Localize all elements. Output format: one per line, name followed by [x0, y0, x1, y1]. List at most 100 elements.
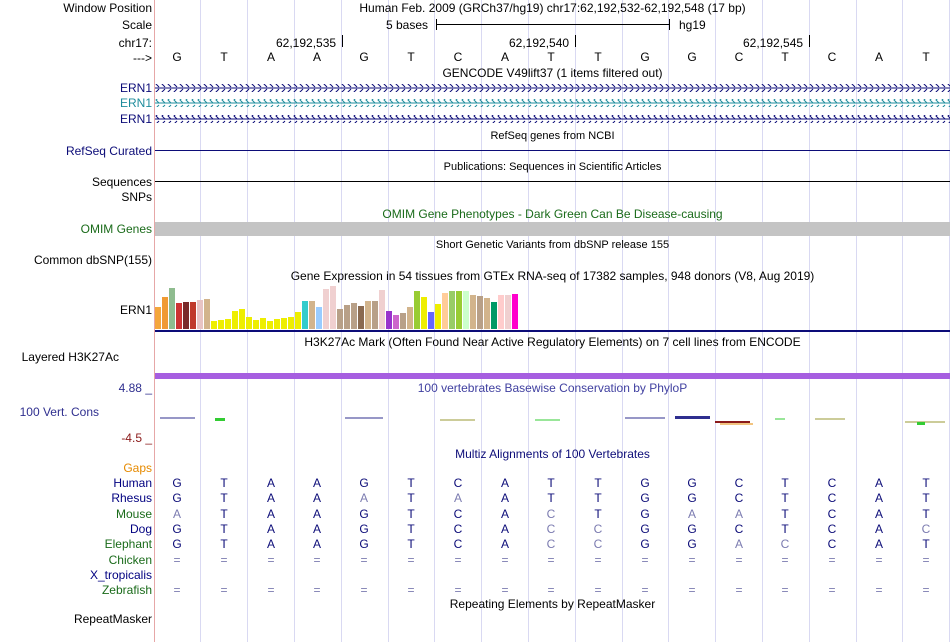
species-label[interactable]: Dog — [129, 522, 152, 536]
species-label[interactable]: Human — [113, 476, 152, 490]
gtex-tissue-bar[interactable] — [260, 318, 266, 329]
species-label[interactable]: X_tropicalis — [89, 568, 152, 582]
gtex-tissue-bar[interactable] — [512, 294, 518, 329]
gtex-tissue-bar[interactable] — [239, 309, 245, 329]
alignment-base: C — [453, 507, 463, 521]
gtex-tissue-bar[interactable] — [267, 321, 273, 329]
gtex-tissue-bar[interactable] — [407, 307, 413, 329]
gtex-tissue-bar[interactable] — [498, 295, 504, 329]
gtex-tissue-bar[interactable] — [470, 295, 476, 329]
gtex-tissue-bar[interactable] — [421, 297, 427, 329]
alignment-base: = — [360, 583, 368, 597]
species-label[interactable]: Zebrafish — [101, 583, 152, 597]
pubs-line[interactable] — [155, 181, 950, 182]
gtex-tissue-bar[interactable] — [400, 313, 406, 329]
alignment-base: = — [547, 583, 555, 597]
sequence-base: G — [687, 50, 697, 64]
gtex-tissue-bar[interactable] — [302, 301, 308, 329]
species-label[interactable]: Chicken — [108, 553, 152, 567]
gtex-tissue-bar[interactable] — [428, 312, 434, 329]
gtex-tissue-bar[interactable] — [281, 318, 287, 329]
gtex-tissue-bar[interactable] — [330, 286, 336, 329]
cons-title[interactable]: 100 vertebrates Basewise Conservation by… — [417, 381, 688, 395]
gtex-tissue-bar[interactable] — [442, 293, 448, 329]
gtex-tissue-bar[interactable] — [155, 307, 161, 329]
gtex-tissue-bar[interactable] — [197, 300, 203, 329]
gencode-item-label[interactable]: ERN1 — [119, 96, 152, 110]
refseq-title[interactable]: RefSeq genes from NCBI — [490, 130, 615, 142]
omim-label[interactable]: OMIM Genes — [80, 222, 152, 236]
gencode-title[interactable]: GENCODE V49lift37 (1 items filtered out) — [442, 66, 663, 80]
pubs-title[interactable]: Publications: Sequences in Scientific Ar… — [443, 161, 662, 173]
gtex-bars[interactable] — [155, 284, 555, 329]
gtex-tissue-bar[interactable] — [316, 307, 322, 329]
gtex-tissue-bar[interactable] — [309, 301, 315, 329]
gtex-tissue-bar[interactable] — [358, 306, 364, 329]
alignment-base: A — [500, 537, 509, 551]
gtex-tissue-bar[interactable] — [505, 295, 511, 329]
gtex-tissue-bar[interactable] — [393, 315, 399, 329]
gtex-tissue-bar[interactable] — [288, 317, 294, 329]
gencode-transcript-line[interactable] — [155, 115, 950, 123]
h3k27-signal[interactable] — [155, 373, 950, 379]
rmsk-label[interactable]: RepeatMasker — [73, 612, 152, 626]
gtex-tissue-bar[interactable] — [183, 302, 189, 329]
gtex-tissue-bar[interactable] — [435, 304, 441, 329]
omim-title[interactable]: OMIM Gene Phenotypes - Dark Green Can Be… — [382, 207, 723, 221]
gtex-tissue-bar[interactable] — [190, 302, 196, 329]
gtex-tissue-bar[interactable] — [225, 319, 231, 329]
gtex-label[interactable]: ERN1 — [119, 303, 152, 317]
gtex-tissue-bar[interactable] — [337, 309, 343, 329]
multiz-title[interactable]: Multiz Alignments of 100 Vertebrates — [455, 447, 650, 461]
gtex-tissue-bar[interactable] — [162, 297, 168, 329]
gtex-tissue-bar[interactable] — [491, 302, 497, 329]
gtex-tissue-bar[interactable] — [253, 320, 259, 329]
species-label[interactable]: Rhesus — [111, 491, 152, 505]
gencode-transcript-line[interactable] — [155, 99, 950, 107]
gencode-item-label[interactable]: ERN1 — [119, 112, 152, 126]
gtex-tissue-bar[interactable] — [176, 303, 182, 329]
gtex-tissue-bar[interactable] — [449, 291, 455, 329]
gtex-tissue-bar[interactable] — [169, 288, 175, 329]
gencode-transcript-line[interactable] — [155, 84, 950, 92]
refseq-line[interactable] — [155, 150, 950, 151]
gtex-tissue-bar[interactable] — [295, 312, 301, 329]
gtex-tissue-bar[interactable] — [211, 321, 217, 329]
gencode-item-label[interactable]: ERN1 — [119, 81, 152, 95]
gtex-tissue-bar[interactable] — [379, 290, 385, 329]
gtex-tissue-bar[interactable] — [477, 296, 483, 329]
pubs-label[interactable]: Sequences — [91, 175, 152, 189]
gencode-transcripts[interactable] — [155, 80, 950, 128]
h3k27-label[interactable]: Layered H3K27Ac — [21, 350, 119, 364]
h3k27-title[interactable]: H3K27Ac Mark (Often Found Near Active Re… — [304, 335, 801, 349]
omim-bar[interactable] — [155, 222, 950, 236]
gtex-tissue-bar[interactable] — [218, 320, 224, 329]
gtex-tissue-bar[interactable] — [386, 311, 392, 329]
gtex-tissue-bar[interactable] — [456, 291, 462, 329]
dbsnp-label[interactable]: Common dbSNP(155) — [33, 253, 152, 267]
snps-label[interactable]: SNPs — [121, 190, 152, 204]
gtex-tissue-bar[interactable] — [232, 311, 238, 329]
rmsk-title[interactable]: Repeating Elements by RepeatMasker — [449, 597, 656, 611]
gtex-tissue-bar[interactable] — [204, 299, 210, 329]
dbsnp-title[interactable]: Short Genetic Variants from dbSNP releas… — [435, 239, 670, 251]
species-label[interactable]: Elephant — [104, 537, 152, 551]
gtex-tissue-bar[interactable] — [323, 289, 329, 329]
alignment-base: = — [501, 553, 509, 567]
gtex-title[interactable]: Gene Expression in 54 tissues from GTEx … — [290, 269, 815, 283]
track-image[interactable]: Human Feb. 2009 (GRCh37/hg19) chr17:62,1… — [155, 0, 950, 642]
gtex-tissue-bar[interactable] — [246, 317, 252, 329]
refseq-label[interactable]: RefSeq Curated — [65, 144, 152, 158]
gtex-tissue-bar[interactable] — [484, 298, 490, 329]
gtex-tissue-bar[interactable] — [414, 291, 420, 329]
gtex-tissue-bar[interactable] — [463, 291, 469, 329]
gtex-tissue-bar[interactable] — [274, 319, 280, 329]
gtex-tissue-bar[interactable] — [344, 305, 350, 329]
cons-plot[interactable] — [155, 410, 950, 430]
gtex-tissue-bar[interactable] — [365, 301, 371, 329]
sequence-base: T — [781, 50, 789, 64]
gtex-tissue-bar[interactable] — [372, 301, 378, 329]
cons-label[interactable]: 100 Vert. Cons — [19, 405, 99, 419]
gtex-tissue-bar[interactable] — [351, 303, 357, 329]
species-label[interactable]: Mouse — [115, 507, 152, 521]
